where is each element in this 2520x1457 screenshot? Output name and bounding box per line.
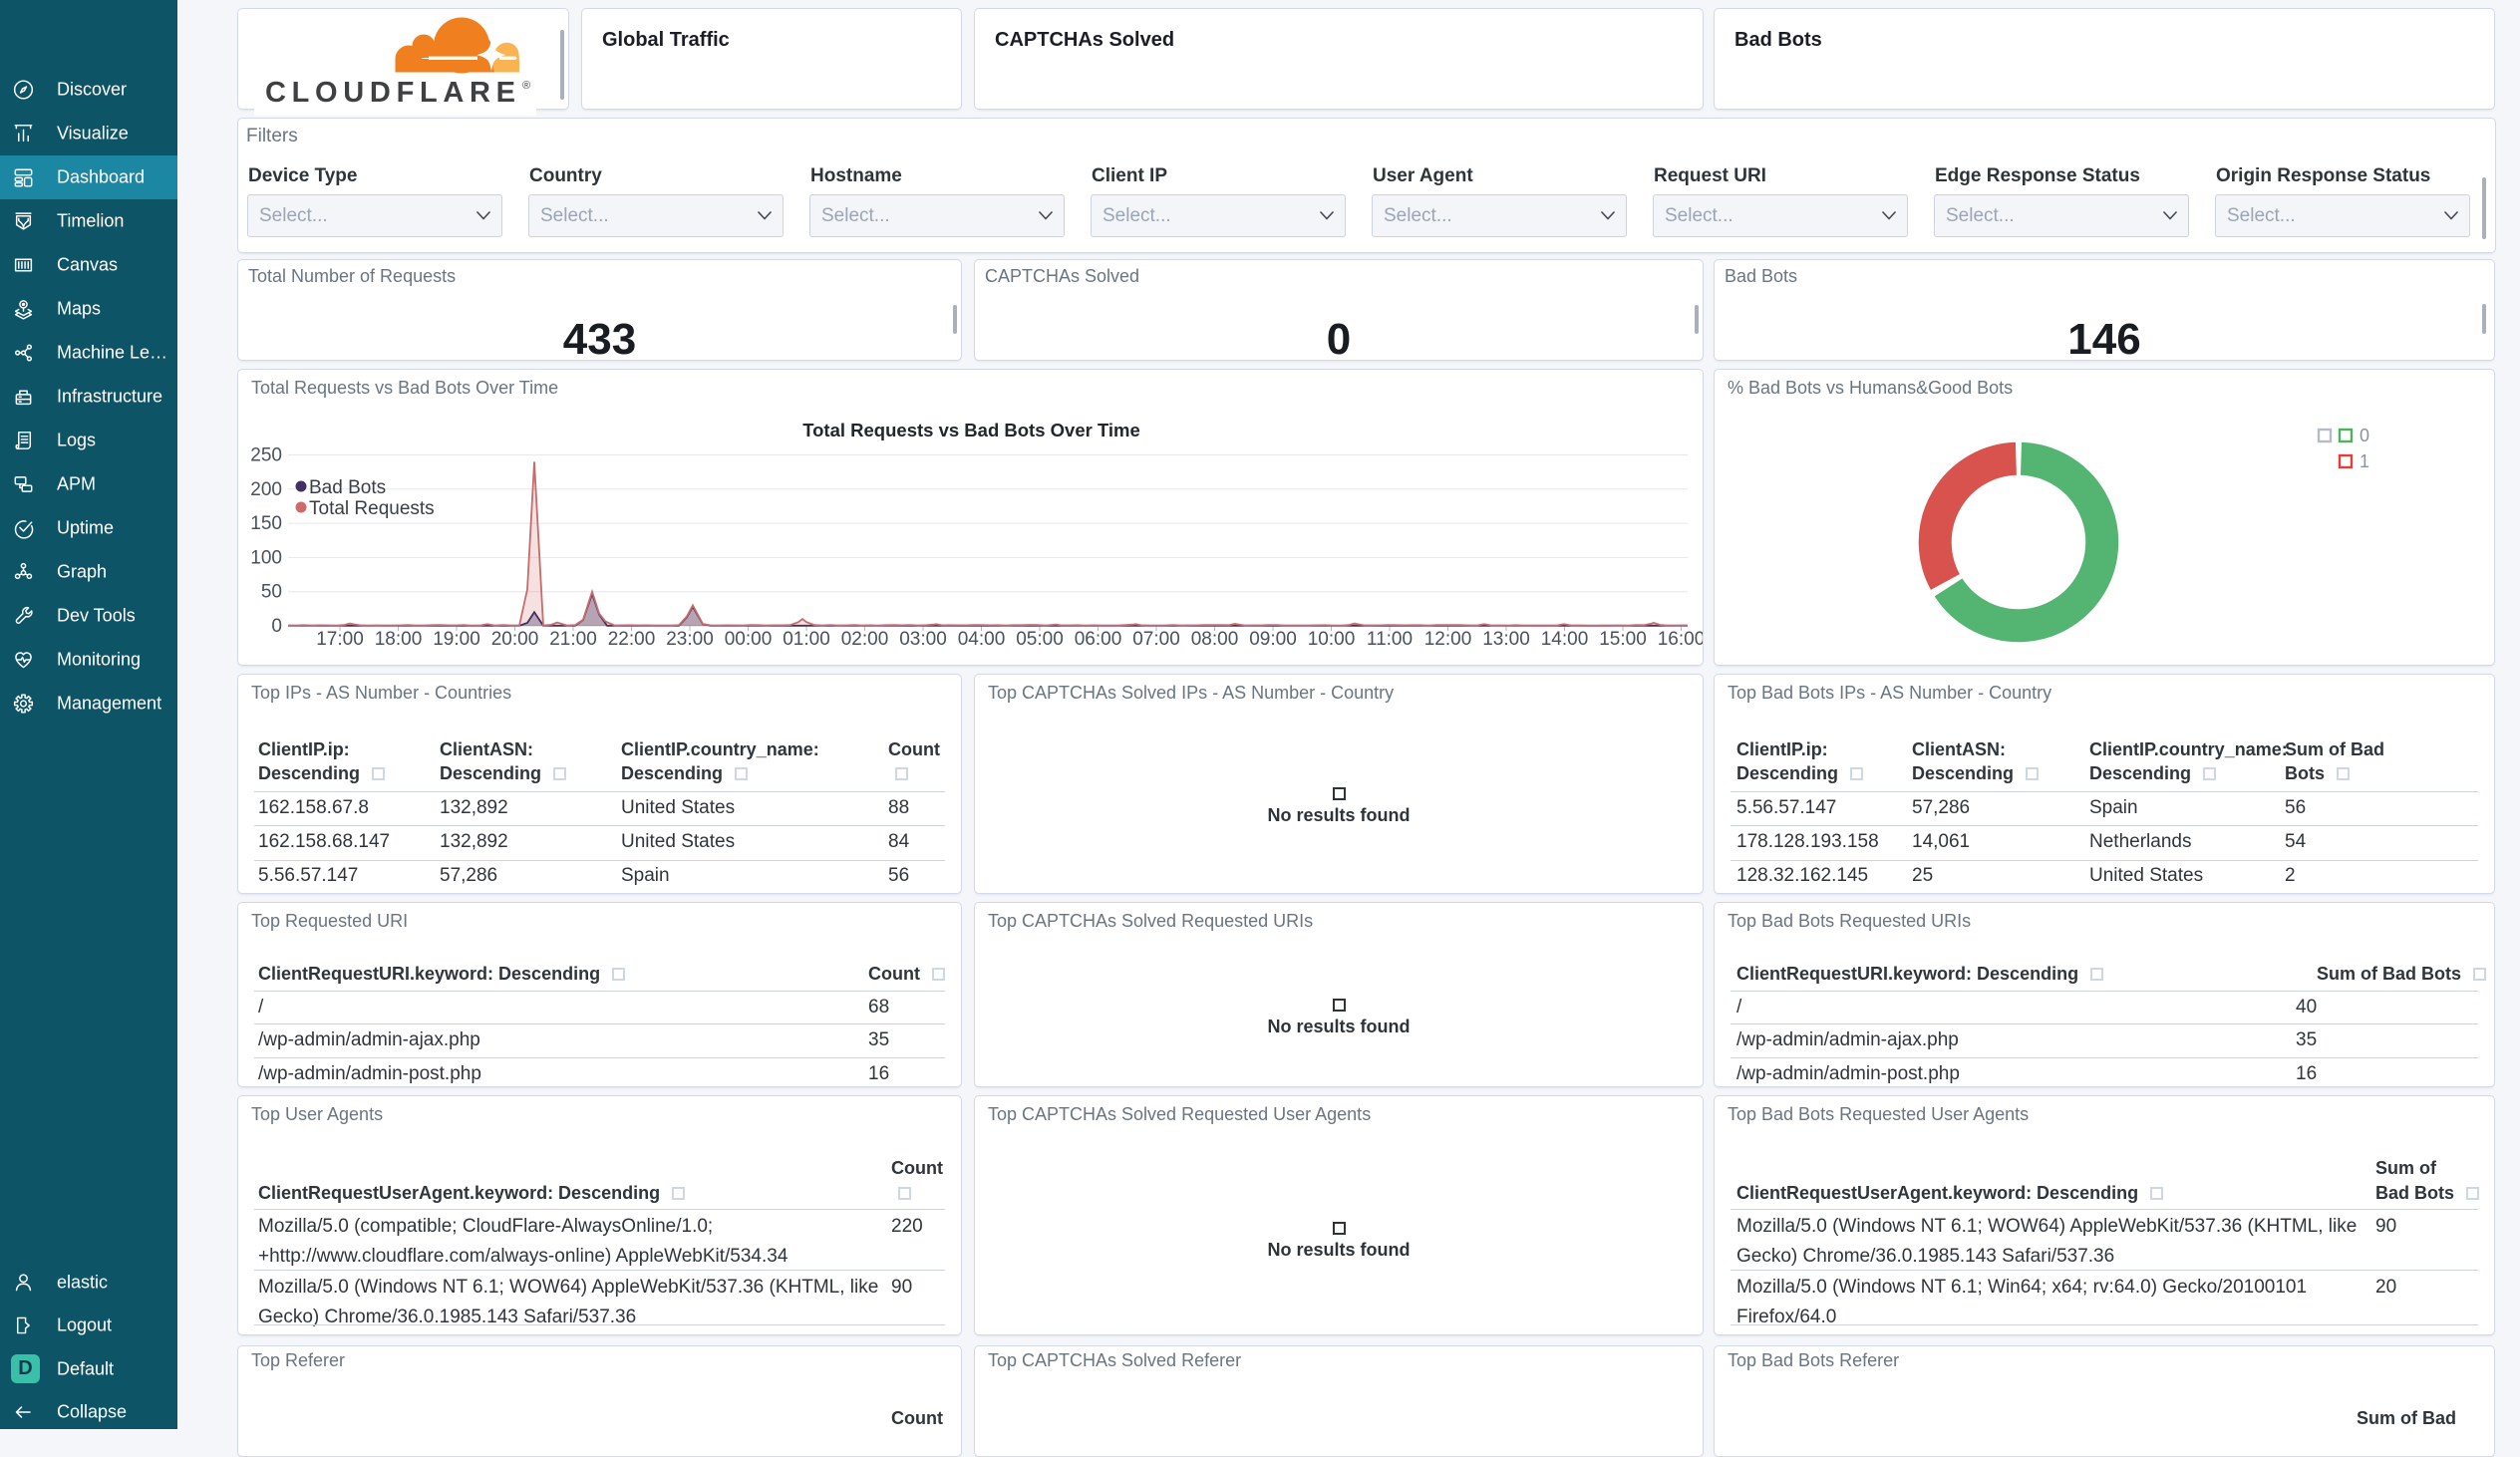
svg-text:00:00: 00:00	[725, 629, 773, 650]
svg-text:08:00: 08:00	[1191, 629, 1239, 650]
svg-text:20:00: 20:00	[491, 629, 539, 650]
svg-text:250: 250	[250, 445, 282, 466]
svg-text:200: 200	[250, 479, 282, 500]
svg-text:CLOUDFLARE: CLOUDFLARE	[265, 77, 515, 109]
svg-text:11:00: 11:00	[1367, 629, 1413, 650]
svg-text:12:00: 12:00	[1424, 629, 1472, 650]
svg-text:21:00: 21:00	[549, 629, 597, 650]
svg-text:100: 100	[250, 547, 282, 568]
svg-text:03:00: 03:00	[899, 629, 947, 650]
svg-text:16:00: 16:00	[1658, 629, 1703, 650]
svg-text:Total Requests: Total Requests	[309, 498, 435, 519]
svg-text:09:00: 09:00	[1249, 629, 1297, 650]
svg-text:19:00: 19:00	[433, 629, 480, 650]
svg-text:18:00: 18:00	[375, 629, 423, 650]
svg-text:04:00: 04:00	[958, 629, 1006, 650]
svg-text:®: ®	[522, 80, 530, 92]
svg-text:15:00: 15:00	[1599, 629, 1647, 650]
svg-text:23:00: 23:00	[666, 629, 714, 650]
svg-text:13:00: 13:00	[1482, 629, 1530, 650]
svg-text:01:00: 01:00	[783, 629, 830, 650]
svg-text:07:00: 07:00	[1132, 629, 1180, 650]
svg-text:1: 1	[2360, 451, 2369, 471]
svg-text:50: 50	[261, 582, 282, 603]
svg-text:17:00: 17:00	[316, 629, 364, 650]
svg-text:0: 0	[271, 616, 282, 637]
svg-text:0: 0	[2360, 426, 2369, 445]
svg-text:150: 150	[250, 513, 282, 534]
svg-text:14:00: 14:00	[1541, 629, 1589, 650]
svg-text:02:00: 02:00	[841, 629, 889, 650]
svg-text:06:00: 06:00	[1075, 629, 1122, 650]
svg-text:Bad Bots: Bad Bots	[309, 477, 386, 498]
svg-text:22:00: 22:00	[608, 629, 656, 650]
svg-text:05:00: 05:00	[1016, 629, 1064, 650]
svg-text:10:00: 10:00	[1308, 629, 1356, 650]
